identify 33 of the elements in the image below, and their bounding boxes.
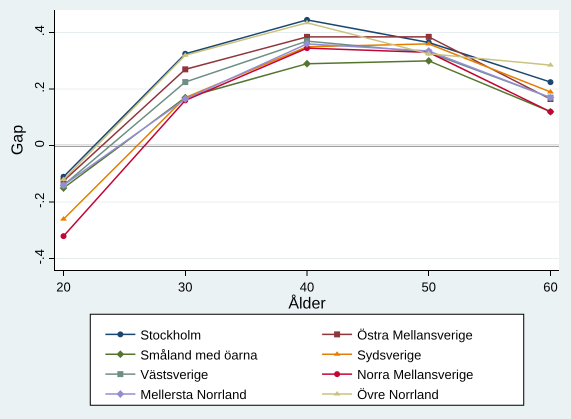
legend-label: Västsverige [140,367,208,382]
x-tick-label: 20 [56,280,71,295]
x-tick-label: 60 [543,280,558,295]
point [426,34,432,40]
point [60,176,67,182]
point [182,79,188,86]
point [303,60,311,68]
point [547,88,554,94]
point [424,56,433,65]
point [304,20,310,24]
legend-label: Mellersta Norrland [140,387,247,402]
y-tick-label: .2 [32,82,47,93]
point [60,233,67,240]
x-tick-label: 50 [422,280,436,295]
x-axis-title: Ålder [288,294,326,313]
x-tick-label: 30 [178,280,192,295]
point [547,79,554,86]
legend-label: Östra Mellansverige [357,327,473,342]
legend-label: Småland med öarna [140,347,258,362]
y-tick-label: .4 [32,25,47,36]
legend-label: Sydsverige [357,347,422,362]
point [303,40,311,48]
point [60,216,67,221]
legend-label: Övre Norrland [357,387,439,402]
point [547,62,554,67]
legend-label: Norra Mellansverige [357,367,474,382]
y-tick-label: -.2 [32,192,47,208]
legend-label: Stockholm [140,327,202,342]
y-tick-label: 0 [32,140,47,148]
point [182,66,188,72]
y-tick-label: -.4 [32,249,47,264]
y-axis-title: Gap [10,124,27,156]
x-tick-label: 40 [300,280,314,295]
